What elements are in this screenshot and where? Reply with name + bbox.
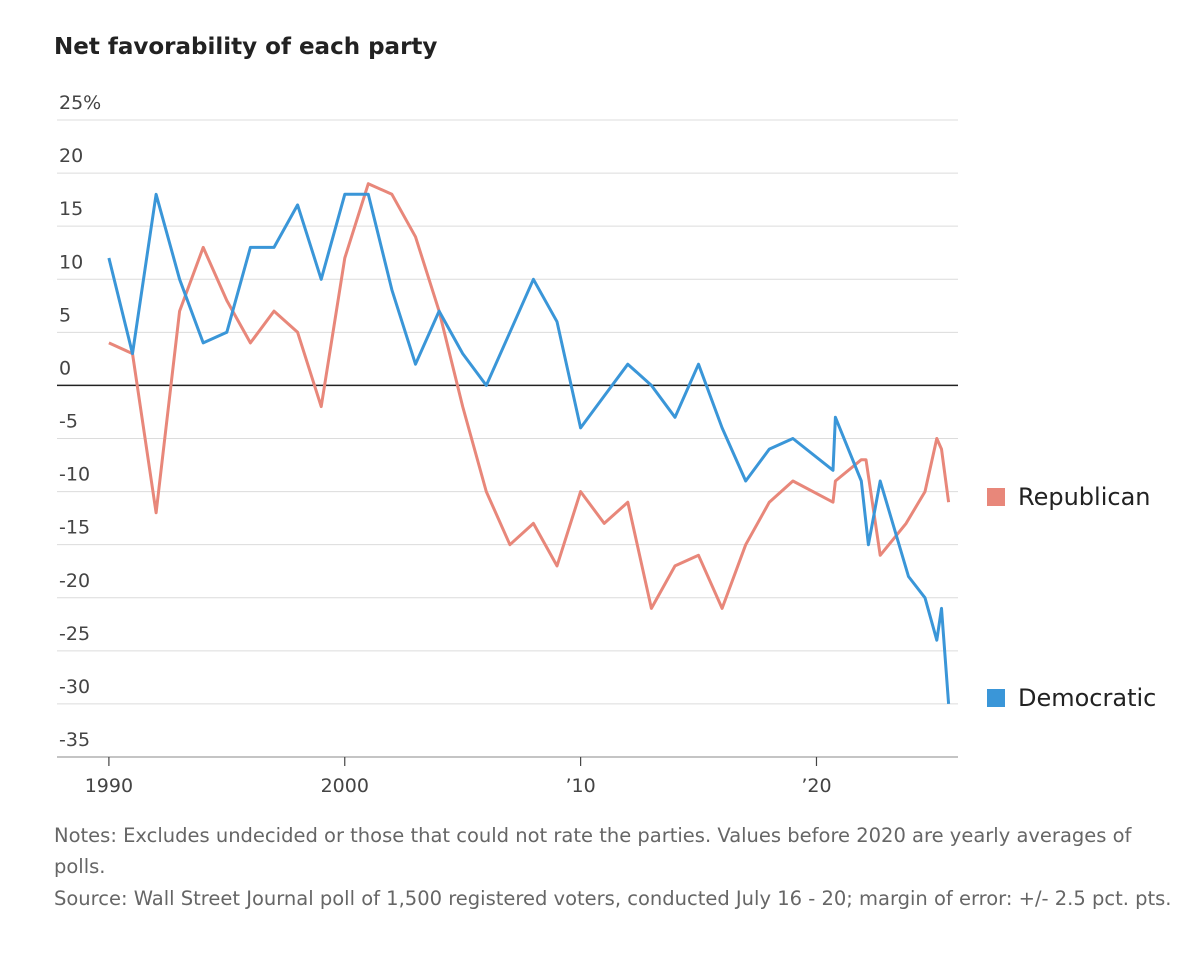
- legend-swatch: [987, 488, 1005, 506]
- y-tick-label: 5: [59, 304, 71, 326]
- x-tick-label: ’20: [801, 775, 831, 797]
- legend-label: Democratic: [1018, 684, 1156, 712]
- y-tick-label: -35: [59, 729, 90, 751]
- x-tick-label: 2000: [321, 775, 369, 797]
- source: Source: Wall Street Journal poll of 1,50…: [54, 887, 1172, 910]
- legend-swatch: [987, 689, 1005, 707]
- y-tick-label: 15: [59, 198, 83, 220]
- y-tick-label: 0: [59, 357, 71, 379]
- x-tick-label: 1990: [85, 775, 133, 797]
- y-tick-label: -20: [59, 570, 90, 592]
- y-tick-label: 25%: [59, 92, 101, 114]
- x-tick-label: ’10: [566, 775, 596, 797]
- chart: 25% 20 15 10 5 0 -5 -10 -15 -20 -25 -30 -35 1990 2000 ’…: [57, 92, 1156, 797]
- y-tick-label: -15: [59, 517, 90, 539]
- series-line: [108, 182, 951, 610]
- series-line: [107, 192, 951, 705]
- y-tick-label: 20: [59, 145, 83, 167]
- y-tick-label: 10: [59, 251, 83, 273]
- y-tick-label: -25: [59, 623, 90, 645]
- y-tick-label: -10: [59, 464, 90, 486]
- notes: Notes: Excludes undecided or those that …: [54, 824, 1132, 878]
- legend-label: Republican: [1018, 483, 1151, 511]
- y-tick-label: -30: [59, 676, 90, 698]
- y-tick-label: -5: [59, 411, 78, 433]
- chart-title: Net favorability of each party: [54, 34, 438, 60]
